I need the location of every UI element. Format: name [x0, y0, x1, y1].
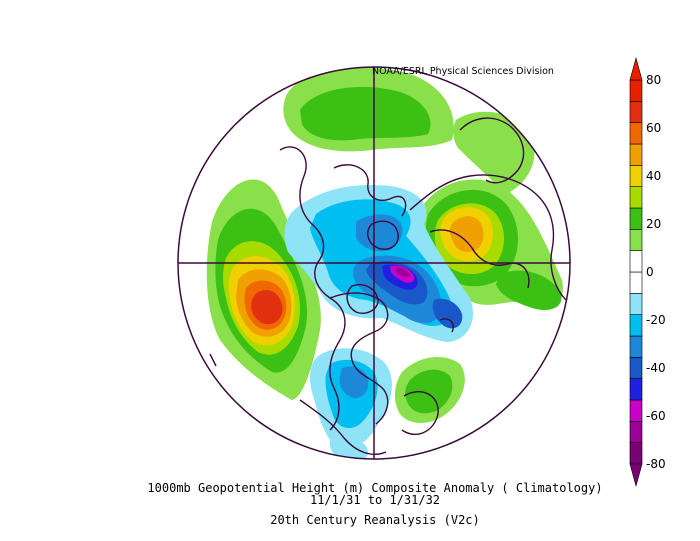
colorbar-cell — [629, 229, 643, 251]
colorbar-cell — [629, 335, 643, 358]
colorbar-tick-label: -20 — [646, 313, 666, 327]
colorbar-tick-label: -40 — [646, 361, 666, 375]
colorbar-cell — [629, 293, 643, 315]
colorbar-tick-label: 60 — [646, 121, 662, 135]
west-africa — [401, 391, 439, 435]
colorbar-cell — [629, 378, 643, 401]
baffin-island — [346, 284, 379, 314]
colorbar — [629, 56, 643, 488]
north-america-west-coast — [279, 146, 346, 431]
colorbar-tick-label: 20 — [646, 217, 662, 231]
credit-label: NOAA/ESRL Physical Sciences Division — [372, 66, 554, 77]
colorbar-cell — [629, 399, 643, 422]
dataset-source: 20th Century Reanalysis (V2c) — [270, 513, 480, 527]
colorbar-cell — [629, 79, 643, 102]
greenland — [367, 220, 399, 250]
colorbar-tick-label: 0 — [646, 265, 654, 279]
arctic-positive-anomaly — [283, 67, 535, 194]
colorbar-cell — [629, 122, 643, 145]
figure-title: 1000mb Geopotential Height (m) Composite… — [147, 481, 603, 495]
hawaii — [209, 353, 217, 367]
colorbar-tick-label: 80 — [646, 73, 662, 87]
colorbar-cells — [629, 56, 643, 488]
colorbar-cell — [629, 357, 643, 379]
map-boundary — [177, 66, 571, 460]
anomaly-field — [178, 67, 570, 459]
colorbar-cell — [629, 165, 643, 187]
hudson-bay-east-coast — [329, 292, 389, 425]
colorbar-tick-label: 40 — [646, 169, 662, 183]
colorbar-cell — [629, 207, 643, 230]
colorbar-cell — [629, 101, 643, 123]
colorbar-cell — [629, 314, 643, 337]
iceland — [439, 318, 454, 333]
atlantic-positive-anomaly — [394, 270, 562, 423]
colorbar-bottom-arrow — [629, 463, 643, 488]
colorbar-cell — [629, 186, 643, 209]
colorbar-cell — [629, 421, 643, 443]
colorbar-tick-label: -60 — [646, 409, 666, 423]
eurasia-north — [409, 174, 567, 301]
scandinavia — [459, 117, 525, 184]
colorbar-cell — [629, 271, 643, 294]
colorbar-cell — [629, 250, 643, 273]
date-range: 11/1/31 to 1/31/32 — [309, 493, 441, 507]
colorbar-tick-label: -80 — [646, 457, 666, 471]
colorbar-cell — [629, 442, 643, 465]
colorbar-top-arrow — [629, 56, 643, 81]
colorbar-cell — [629, 143, 643, 166]
coastlines — [209, 117, 567, 456]
